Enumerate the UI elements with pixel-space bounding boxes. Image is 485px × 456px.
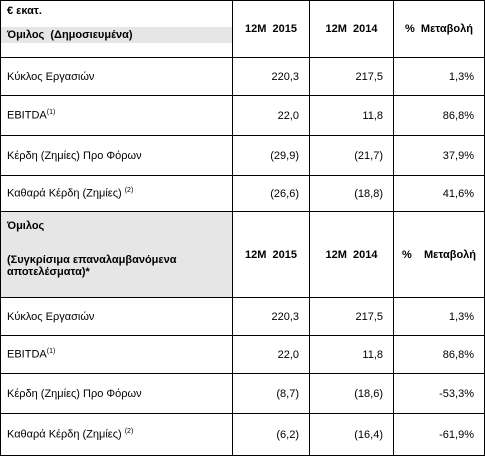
data-row: Κέρδη (Ζημίες) Προ Φόρων (8,7) (18,6) -53,3… — [0, 373, 485, 414]
footnote-ref: (1) — [46, 109, 56, 117]
value-cell: 1,3% — [393, 297, 485, 336]
column-header: % Μεταβολή — [393, 0, 485, 58]
footnote-ref: (1) — [46, 348, 56, 356]
section-title: Όμιλος (Δημοσιευμένα) — [1, 27, 232, 43]
row-label: Καθαρά Κέρδη (Ζημίες) (2) — [0, 175, 233, 212]
value-cell: 217,5 — [309, 57, 394, 96]
value-cell: (16,4) — [309, 413, 394, 456]
data-row: Καθαρά Κέρδη (Ζημίες) (2) (6,2) (16,4) -61,… — [0, 413, 485, 456]
footnote-ref: (2) — [124, 187, 134, 195]
value-cell: 86,8% — [393, 95, 485, 136]
row-label-text: Κύκλος Εργασιών — [7, 70, 95, 83]
section-title: Όμιλος — [1, 218, 232, 234]
data-row: Κύκλος Εργασιών 220,3 217,5 1,3% — [0, 297, 485, 336]
column-header: 12M 2015 — [232, 0, 310, 58]
value-cell: (6,2) — [232, 413, 310, 456]
section-header: Όμιλος (Συγκρίσιμα επαναλαμβανόμενα αποτε… — [0, 211, 485, 298]
value-cell: (26,6) — [232, 175, 310, 212]
row-label-text: Κέρδη (Ζημίες) Προ Φόρων — [7, 149, 142, 162]
value-cell: 22,0 — [232, 95, 310, 136]
section-title-cell: Όμιλος (Συγκρίσιμα επαναλαμβανόμενα αποτε… — [0, 211, 233, 298]
value-cell: -53,3% — [393, 373, 485, 414]
section-header: € εκατ. Όμιλος (Δημοσιευμένα) 12M 2015 12M … — [0, 0, 485, 58]
unit-label: € εκατ. — [7, 5, 42, 17]
column-header: 12M 2014 — [309, 211, 394, 298]
data-row: Κύκλος Εργασιών 220,3 217,5 1,3% — [0, 57, 485, 96]
column-header: % Μεταβολή — [393, 211, 485, 298]
row-label: EBITDA(1) — [0, 335, 233, 374]
value-cell: 41,6% — [393, 175, 485, 212]
row-label: Κέρδη (Ζημίες) Προ Φόρων — [0, 373, 233, 414]
row-label-text: Καθαρά Κέρδη (Ζημίες) — [7, 187, 125, 200]
data-row: Καθαρά Κέρδη (Ζημίες) (2) (26,6) (18,8) 41,… — [0, 175, 485, 212]
data-row: EBITDA(1) 22,0 11,8 86,8% — [0, 95, 485, 136]
value-cell: 220,3 — [232, 297, 310, 336]
row-label-text: EBITDA — [7, 109, 47, 122]
value-cell: 37,9% — [393, 135, 485, 176]
row-label-text: EBITDA — [7, 348, 47, 361]
row-label-text: Κύκλος Εργασιών — [7, 310, 95, 323]
value-cell: (29,9) — [232, 135, 310, 176]
row-label: EBITDA(1) — [0, 95, 233, 136]
value-cell: 220,3 — [232, 57, 310, 96]
data-row: EBITDA(1) 22,0 11,8 86,8% — [0, 335, 485, 374]
value-cell: 217,5 — [309, 297, 394, 336]
row-label: Κύκλος Εργασιών — [0, 297, 233, 336]
section-title: (Συγκρίσιμα επαναλαμβανόμενα αποτελέσματ… — [1, 252, 232, 280]
row-label-text: Κέρδη (Ζημίες) Προ Φόρων — [7, 387, 142, 400]
row-label: Κέρδη (Ζημίες) Προ Φόρων — [0, 135, 233, 176]
row-label: Κύκλος Εργασιών — [0, 57, 233, 96]
column-header: 12M 2014 — [309, 0, 394, 58]
value-cell: 11,8 — [309, 95, 394, 136]
value-cell: -61,9% — [393, 413, 485, 456]
column-header: 12M 2015 — [232, 211, 310, 298]
data-row: Κέρδη (Ζημίες) Προ Φόρων (29,9) (21,7) 37,9… — [0, 135, 485, 176]
footnote-ref: (2) — [124, 428, 134, 436]
section-title-cell: € εκατ. Όμιλος (Δημοσιευμένα) — [0, 0, 233, 58]
value-cell: (18,8) — [309, 175, 394, 212]
value-cell: (18,6) — [309, 373, 394, 414]
row-label: Καθαρά Κέρδη (Ζημίες) (2) — [0, 413, 233, 456]
value-cell: 86,8% — [393, 335, 485, 374]
row-label-text: Καθαρά Κέρδη (Ζημίες) — [7, 428, 125, 441]
value-cell: 11,8 — [309, 335, 394, 374]
value-cell: 22,0 — [232, 335, 310, 374]
value-cell: (21,7) — [309, 135, 394, 176]
value-cell: (8,7) — [232, 373, 310, 414]
value-cell: 1,3% — [393, 57, 485, 96]
